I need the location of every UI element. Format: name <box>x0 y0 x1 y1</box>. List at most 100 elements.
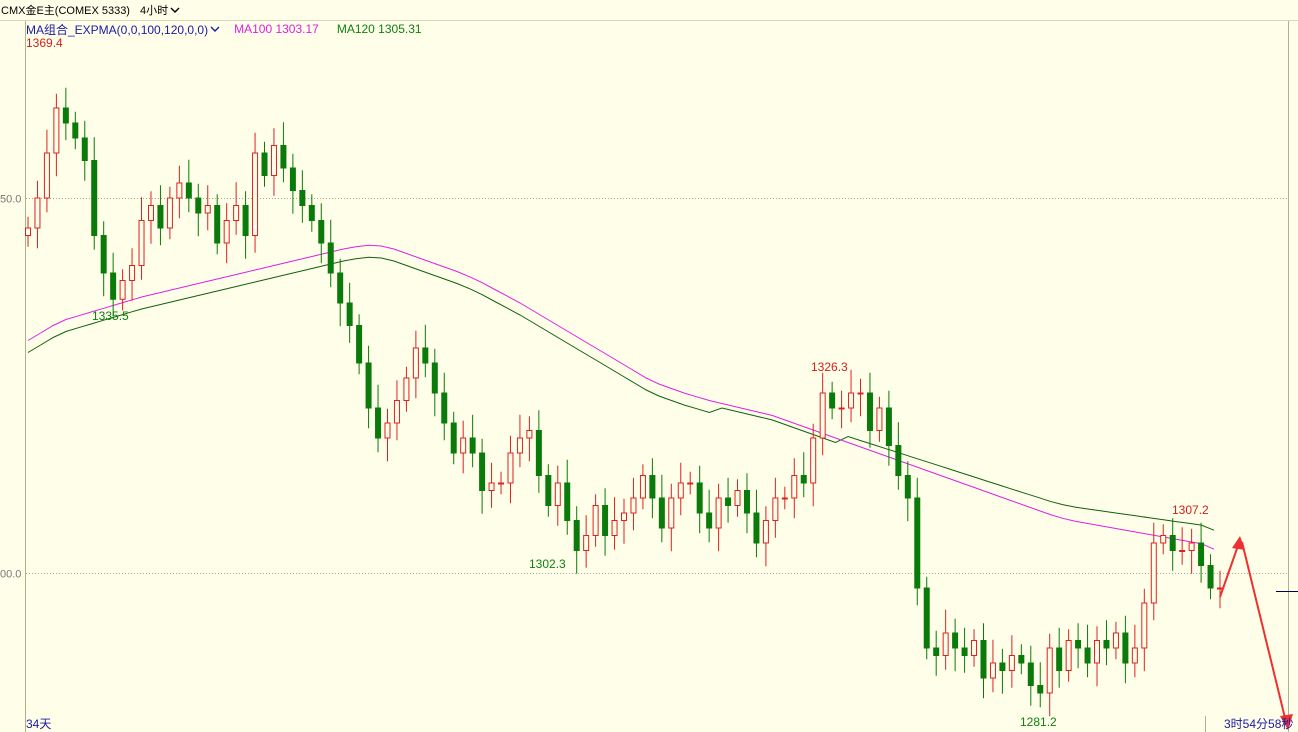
candle[interactable] <box>176 165 183 219</box>
candle[interactable] <box>1027 645 1034 706</box>
candle[interactable] <box>980 623 987 699</box>
candle[interactable] <box>119 269 126 311</box>
candle[interactable] <box>592 494 599 547</box>
candle[interactable] <box>535 410 542 493</box>
candle[interactable] <box>545 464 552 517</box>
candle[interactable] <box>185 159 192 213</box>
candle[interactable] <box>800 452 807 498</box>
candle[interactable] <box>1037 662 1044 708</box>
candle[interactable] <box>53 93 60 177</box>
candle[interactable] <box>1084 624 1091 678</box>
candle[interactable] <box>516 414 523 468</box>
candle[interactable] <box>583 515 590 568</box>
candle[interactable] <box>677 462 684 516</box>
candle[interactable] <box>365 345 372 429</box>
candle[interactable] <box>1131 624 1138 678</box>
candle[interactable] <box>914 477 921 606</box>
candle[interactable] <box>479 438 486 514</box>
candle[interactable] <box>1150 522 1157 621</box>
candle[interactable] <box>952 618 959 672</box>
candle[interactable] <box>441 372 448 441</box>
candle[interactable] <box>147 191 154 244</box>
candle[interactable] <box>1065 629 1072 682</box>
candle[interactable] <box>1207 554 1214 600</box>
candle[interactable] <box>507 435 514 504</box>
candle[interactable] <box>857 378 864 417</box>
candle[interactable] <box>252 132 259 253</box>
candle[interactable] <box>450 411 457 465</box>
candle[interactable] <box>110 252 117 317</box>
candle[interactable] <box>1169 518 1176 571</box>
candle[interactable] <box>242 191 249 259</box>
candle[interactable] <box>100 221 107 297</box>
candle[interactable] <box>384 408 391 462</box>
candle[interactable] <box>762 506 769 567</box>
candle[interactable] <box>715 483 722 552</box>
candle[interactable] <box>1112 621 1119 660</box>
candle[interactable] <box>129 248 136 301</box>
candle[interactable] <box>81 120 88 181</box>
candle[interactable] <box>1075 623 1082 669</box>
candle[interactable] <box>214 194 221 255</box>
candle[interactable] <box>233 182 240 235</box>
candle[interactable] <box>526 416 533 462</box>
candle[interactable] <box>337 258 344 327</box>
candle[interactable] <box>687 471 694 495</box>
candle[interactable] <box>706 489 713 543</box>
candle[interactable] <box>989 639 996 693</box>
candle[interactable] <box>62 87 69 141</box>
candle[interactable] <box>498 471 505 495</box>
candle[interactable] <box>1122 615 1129 684</box>
candle[interactable] <box>91 137 98 250</box>
candle[interactable] <box>602 488 609 556</box>
candle[interactable] <box>1160 524 1167 555</box>
candle[interactable] <box>280 122 287 183</box>
candle[interactable] <box>725 477 732 523</box>
candle[interactable] <box>460 420 467 474</box>
candle[interactable] <box>1008 635 1015 688</box>
candle[interactable] <box>299 170 306 223</box>
candle[interactable] <box>195 183 202 237</box>
candle[interactable] <box>819 372 826 456</box>
candle[interactable] <box>753 489 760 558</box>
candle[interactable] <box>876 396 883 442</box>
arrow-down-line[interactable] <box>1241 541 1287 723</box>
candle[interactable] <box>923 576 930 660</box>
candle[interactable] <box>1188 528 1195 574</box>
candle[interactable] <box>791 458 798 519</box>
candle[interactable] <box>261 141 268 187</box>
candle[interactable] <box>639 464 646 510</box>
candle[interactable] <box>346 282 353 343</box>
candle[interactable] <box>971 629 978 667</box>
indicator-selector[interactable]: MA组合_EXPMA(0,0,100,120,0,0) <box>26 21 220 38</box>
candle[interactable] <box>289 153 296 214</box>
candle[interactable] <box>630 477 637 531</box>
candle[interactable] <box>1056 627 1063 688</box>
candle[interactable] <box>166 186 173 240</box>
candle[interactable] <box>422 324 429 378</box>
candle[interactable] <box>1046 633 1053 717</box>
candle[interactable] <box>649 458 656 519</box>
period-selector[interactable]: 4小时 <box>140 2 180 18</box>
candle[interactable] <box>961 627 968 673</box>
candle[interactable] <box>223 203 230 264</box>
candle[interactable] <box>138 197 145 280</box>
candle[interactable] <box>34 180 41 249</box>
candle[interactable] <box>895 422 902 490</box>
candle[interactable] <box>1198 522 1205 583</box>
candle[interactable] <box>668 483 675 552</box>
candle[interactable] <box>204 185 211 231</box>
candle[interactable] <box>772 477 779 538</box>
candle[interactable] <box>829 381 836 420</box>
candle[interactable] <box>564 459 571 535</box>
candle[interactable] <box>734 479 741 517</box>
candle[interactable] <box>611 497 618 550</box>
candle[interactable] <box>999 648 1006 694</box>
candle[interactable] <box>696 465 703 534</box>
candle[interactable] <box>431 348 438 417</box>
candle[interactable] <box>308 194 315 232</box>
candle[interactable] <box>488 462 495 508</box>
candle[interactable] <box>412 330 419 399</box>
candle[interactable] <box>375 384 382 453</box>
